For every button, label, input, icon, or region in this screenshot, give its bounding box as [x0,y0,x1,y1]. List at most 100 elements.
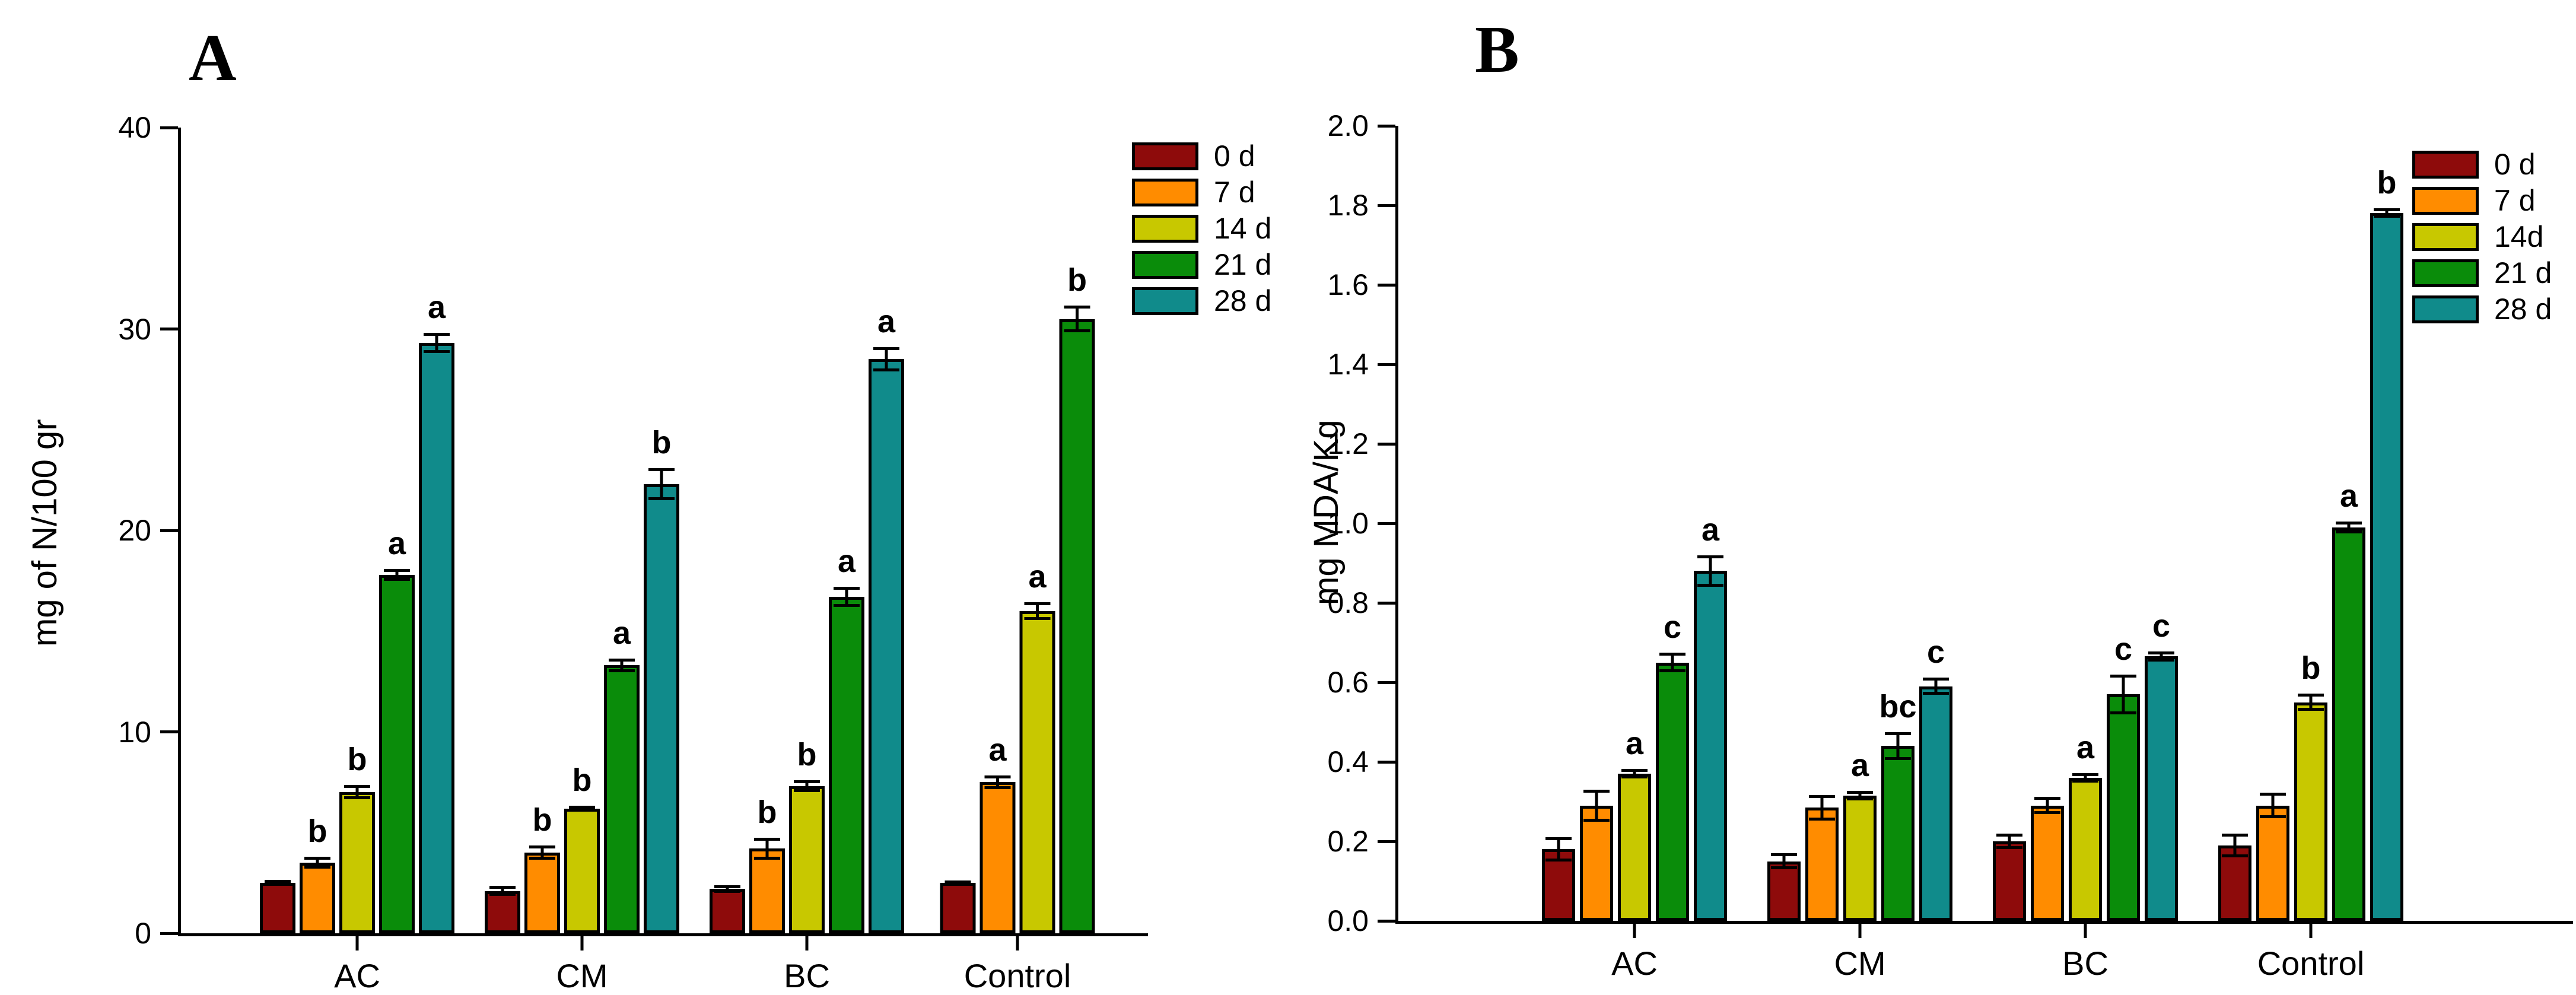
category-label-cm-a: CM [556,957,608,994]
x-tick-cm-b [1858,924,1862,938]
significance-letter: c [1926,634,1945,670]
y-tick-label-a: 20 [118,514,151,547]
error-bar-cap [609,658,635,662]
legend-swatch-28d [1132,287,1198,315]
x-tick-control-a [1016,936,1019,951]
y-tick-label-b: 0.4 [1327,745,1369,778]
y-tick-b [1378,442,1395,446]
bar-bc-21d-a: a [829,545,864,933]
error-bar-cap [2110,674,2136,678]
legend-item-28d-b: 28 d [2412,294,2552,324]
error-bar-cap [714,885,740,888]
legend-item-21d-b: 21 d [2412,258,2552,288]
bar-fill [300,863,335,933]
error-bar-cap [1847,790,1873,794]
error-bar-cap [2034,796,2060,800]
y-tick-b [1378,601,1395,605]
y-tick-label-b: 2.0 [1327,109,1369,142]
significance-letter: a [1028,558,1047,595]
bar-bc-7d-a: b [749,796,785,933]
y-tick-label-b: 0.2 [1327,825,1369,858]
legend-swatch-21d [1132,250,1198,279]
significance-letter: a [387,525,406,561]
significance-letter: b [757,794,777,830]
bar-fill [339,792,375,933]
bar-fill [1019,611,1055,933]
bar-fill [1805,808,1839,921]
y-tick-b [1378,522,1395,525]
category-label-cm-b: CM [1834,945,1886,982]
x-tick-bc-b [2084,924,2087,938]
bar-bc-0d-a [710,885,745,933]
y-tick-b [1378,760,1395,764]
legend-label-21d: 21 d [1214,248,1272,281]
error-bar-cap [2148,651,2174,655]
bar-control-0d-b [2218,833,2251,921]
legend-item-7d-b: 7 d [2412,186,2552,215]
bar-control-0d-a [940,880,976,933]
legend-swatch-0d [1132,142,1198,170]
legend-label-28d: 28 d [1214,284,1272,317]
x-tick-ac-a [355,936,359,951]
legend-item-7d-a: 7 d [1132,177,1271,207]
bar-fill [1618,774,1651,921]
legend-swatch-14d [1132,214,1198,243]
category-label-bc-b: BC [2062,945,2108,982]
bar-fill [564,808,600,933]
bar-bc-14d-b: a [2069,732,2102,921]
significance-letter: b [572,762,592,799]
bar-control-14d-b: b [2294,652,2327,921]
significance-letter: b [2377,165,2397,201]
significance-letter: a [2076,729,2095,765]
panel-b-label: B [1475,13,1519,87]
bar-cm-0d-a [485,886,520,933]
significance-letter: b [307,813,327,849]
panel-a-plot-area: 0 10 20 30 40 b b a a AC b b a b CM b b a a BC a a b Control [118,113,1148,993]
y-tick-label-b: 1.6 [1327,268,1369,301]
legend-swatch-28d [2412,295,2479,323]
error-bar-cap [1809,794,1835,798]
legend-item-14d-b: 14d [2412,222,2552,252]
error-bar-cap [1024,602,1051,605]
legend-label-7d: 7 d [2494,184,2536,217]
bar-ac-7d-b [1580,789,1613,921]
significance-letter: c [2114,631,2133,667]
significance-letter: a [837,543,856,580]
bar-fill [644,484,679,933]
error-bar-cap [2260,793,2286,796]
category-label-ac-b: AC [1611,945,1658,982]
bar-fill [1767,861,1801,921]
legend-swatch-7d [1132,178,1198,206]
significance-letter: a [427,290,446,326]
legend-item-21d-a: 21 d [1132,250,1271,279]
significance-letter: a [1701,511,1720,548]
significance-letter: a [988,732,1007,768]
bar-fill [2145,656,2178,921]
bar-cm-28d-a: b [644,427,679,933]
bar-ac-21d-b: c [1656,611,1689,921]
error-bar-cap [1064,306,1090,309]
bar-cm-21d-b: bc [1879,691,1917,921]
error-bar-cap [754,837,780,841]
error-bar-cap [304,857,330,860]
error-bar-cap [1545,837,1572,841]
bar-cm-7d-b [1805,794,1839,921]
significance-letter: c [2152,608,2171,644]
bar-fill [419,343,454,933]
significance-letter: b [532,802,552,838]
bar-cm-14d-a: b [564,764,600,933]
bar-ac-14d-b: a [1618,727,1651,921]
bar-group-control-b: b a b [2218,167,2403,921]
bar-bc-0d-b [1993,833,2026,921]
bar-group-control-a: a a b [940,264,1095,933]
y-tick-label-a: 10 [118,715,151,749]
bar-fill [2218,845,2251,921]
error-bar-cap [648,468,675,471]
error-bar-cap [794,780,820,783]
y-tick-label-b: 1.0 [1327,507,1369,540]
bar-control-21d-b: a [2332,480,2365,921]
bar-control-14d-a: a [1019,561,1055,933]
